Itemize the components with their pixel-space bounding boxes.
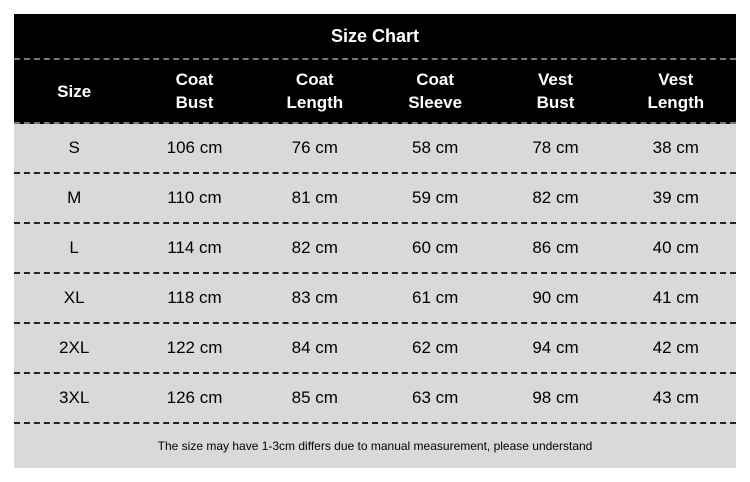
- table-cell: 76 cm: [291, 138, 338, 157]
- table-cell: 94 cm: [532, 338, 579, 357]
- table-cell: 81 cm: [291, 188, 338, 207]
- table-cell: 85 cm: [291, 388, 338, 407]
- column-header: Vest Bust: [536, 70, 575, 112]
- column-header: Size: [57, 81, 92, 101]
- header-row: Size Coat Bust Coat Length Coat Sleeve Vest …: [14, 60, 736, 124]
- column-header: Coat Length: [286, 70, 344, 112]
- size-chart-table: Size Chart Size Coat Bust Coat Length Coat …: [14, 14, 736, 468]
- table-cell: 84 cm: [291, 338, 338, 357]
- table-cell: S: [68, 138, 80, 157]
- table-cell: 43 cm: [652, 388, 699, 407]
- table-row: 3XL 126 cm 85 cm 63 cm 98 cm 43 cm: [14, 374, 736, 424]
- table-cell: M: [67, 188, 82, 207]
- table-cell: 3XL: [59, 388, 90, 407]
- table-cell: 40 cm: [652, 238, 699, 257]
- table-cell: 110 cm: [167, 188, 222, 207]
- table-cell: 86 cm: [532, 238, 579, 257]
- table-cell: 98 cm: [532, 388, 579, 407]
- table-row: 2XL 122 cm 84 cm 62 cm 94 cm 42 cm: [14, 324, 736, 374]
- table-cell: 106 cm: [166, 138, 223, 157]
- table-cell: 63 cm: [412, 388, 459, 407]
- table-title: Size Chart: [14, 14, 736, 60]
- table-cell: L: [69, 238, 79, 257]
- column-header: Coat Sleeve: [408, 70, 463, 112]
- table-row: L 114 cm 82 cm 60 cm 86 cm 40 cm: [14, 224, 736, 274]
- table-body: S 106 cm 76 cm 58 cm 78 cm 38 cm M 110 cm 81 cm 5…: [14, 124, 736, 424]
- table-cell: 39 cm: [652, 188, 699, 207]
- column-header: Vest Length: [647, 70, 705, 112]
- column-header: Coat Bust: [175, 70, 214, 112]
- table-cell: 114 cm: [167, 238, 222, 257]
- table-cell: 90 cm: [532, 288, 579, 307]
- table-cell: 82 cm: [532, 188, 579, 207]
- table-cell: 82 cm: [291, 238, 338, 257]
- table-cell: 61 cm: [412, 288, 459, 307]
- table-cell: 126 cm: [166, 388, 223, 407]
- table-cell: 118 cm: [167, 288, 222, 307]
- table-cell: 78 cm: [532, 138, 579, 157]
- table-cell: 58 cm: [412, 138, 459, 157]
- table-cell: 2XL: [59, 338, 90, 357]
- table-cell: 60 cm: [412, 238, 459, 257]
- footnote: The size may have 1-3cm differs due to m…: [14, 424, 736, 468]
- table-cell: 38 cm: [652, 138, 699, 157]
- table-row: XL 118 cm 83 cm 61 cm 90 cm 41 cm: [14, 274, 736, 324]
- table-cell: 62 cm: [412, 338, 459, 357]
- table-row: S 106 cm 76 cm 58 cm 78 cm 38 cm: [14, 124, 736, 174]
- table-cell: 59 cm: [412, 188, 459, 207]
- table-cell: 122 cm: [166, 338, 223, 357]
- table-cell: XL: [63, 288, 85, 307]
- table-row: M 110 cm 81 cm 59 cm 82 cm 39 cm: [14, 174, 736, 224]
- table-cell: 42 cm: [652, 338, 699, 357]
- table-cell: 83 cm: [291, 288, 338, 307]
- table-cell: 41 cm: [652, 288, 699, 307]
